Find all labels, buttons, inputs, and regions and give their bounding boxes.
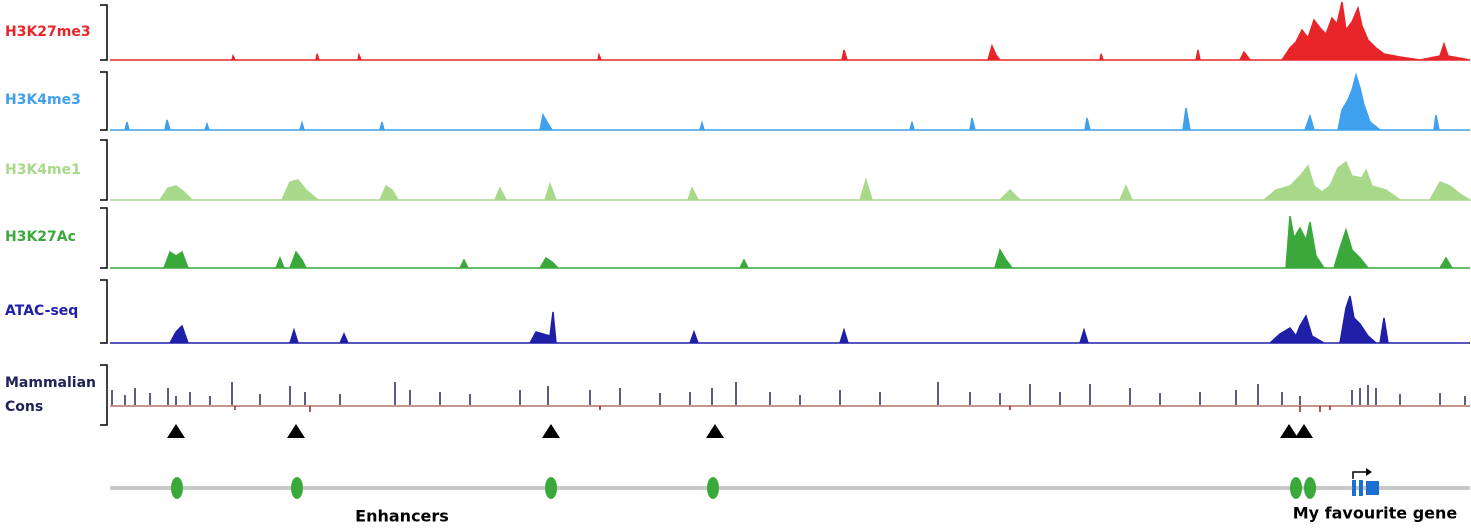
track-label: Cons: [5, 399, 43, 415]
track-label: H3K27Ac: [5, 229, 76, 245]
signal-h3k4me3: [110, 72, 1470, 131]
track-label: H3K27me3: [5, 24, 91, 40]
signal-h3k4me1: [110, 160, 1471, 201]
gene-label: My favourite gene: [1293, 504, 1458, 523]
signal-h3k27ac: [110, 215, 1470, 269]
signal-atac: [110, 295, 1470, 344]
locus-schematic: [110, 468, 1470, 499]
track-label: Mammalian: [5, 375, 96, 391]
signal-conservation: [110, 382, 1470, 412]
enhancers-label: Enhancers: [355, 507, 449, 526]
enhancer-markers: [167, 424, 1313, 438]
track-label: H3K4me1: [5, 162, 81, 178]
signal-h3k27me3: [110, 1, 1471, 61]
track-label: ATAC-seq: [5, 303, 78, 319]
track-label: H3K4me3: [5, 92, 81, 108]
track-brackets: [100, 4, 108, 426]
